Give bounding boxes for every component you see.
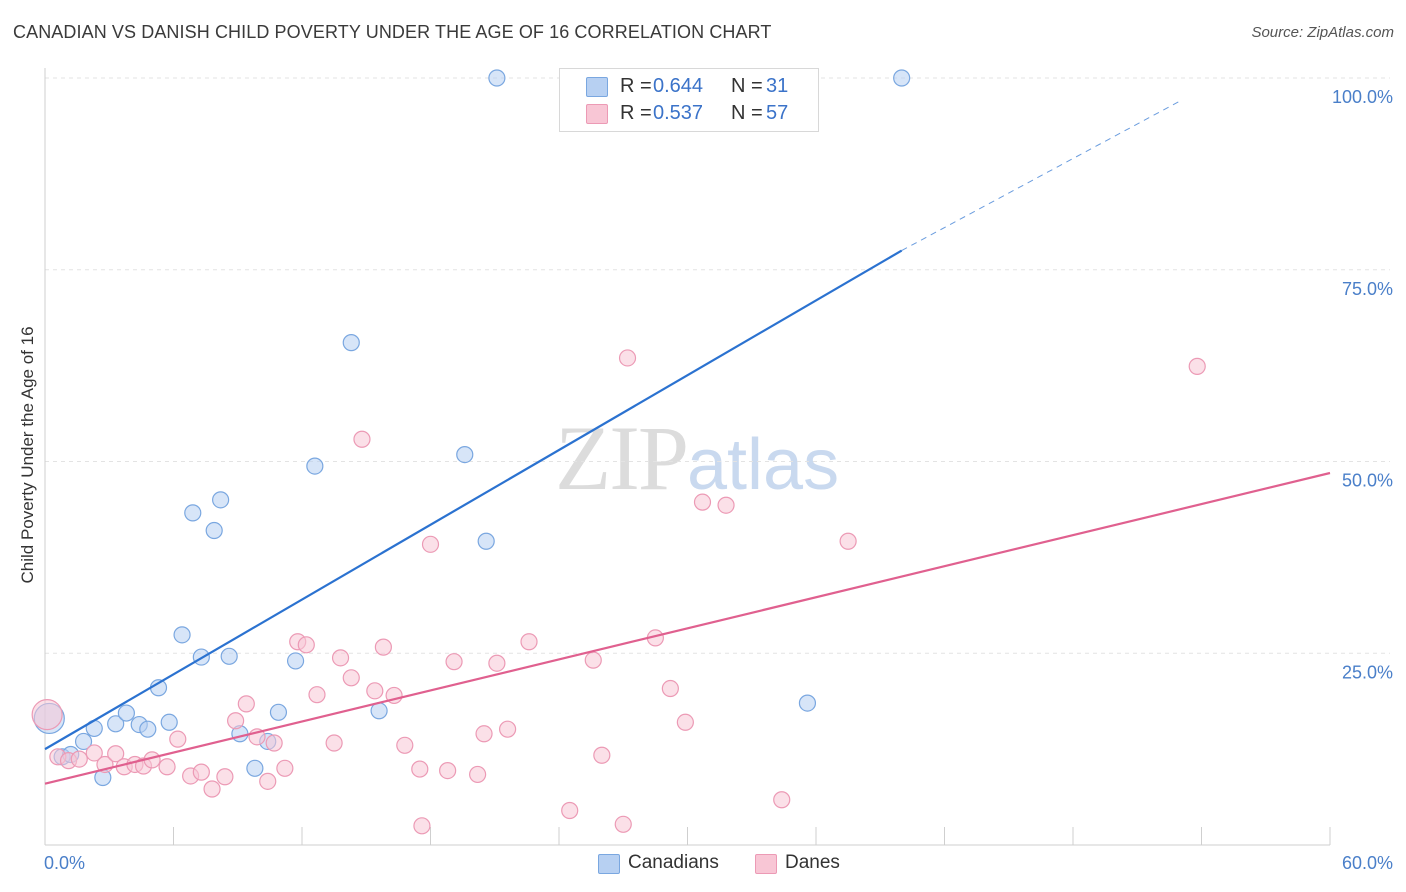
point-danes [413,817,431,835]
bottom-legend-label-canadians: Canadians [628,852,719,873]
point-danes [411,760,429,778]
point-danes [520,633,538,651]
point-danes [773,791,791,809]
point-danes [499,720,517,738]
point-danes [439,762,457,780]
point-canadians [184,504,202,522]
point-danes [276,759,294,777]
y-tick-label: 50.0% [1342,471,1393,491]
point-canadians [212,491,230,509]
point-danes [85,744,103,762]
point-canadians [246,759,264,777]
point-danes [561,801,579,820]
point-danes [593,746,611,764]
point-danes [839,532,857,550]
point-danes [203,780,221,798]
x-tick-label: 0.0% [44,853,85,873]
point-danes [469,765,487,784]
point-danes [584,651,602,669]
trendline-canadians [44,249,903,751]
point-canadians [117,704,135,722]
bottom-legend-label-danes: Danes [785,852,840,873]
legend-n-label: N = [731,102,763,124]
point-danes [396,736,414,754]
point-danes [227,712,245,730]
point-danes [618,349,637,367]
legend: R = 0.644 N = 31 R = 0.537 N = 57 [559,68,819,132]
point-danes [614,815,632,833]
point-danes [70,750,88,768]
point-danes [192,763,210,781]
point-canadians [139,720,157,738]
chart-title: CANADIAN VS DANISH CHILD POVERTY UNDER T… [13,22,772,42]
point-canadians [205,521,223,540]
point-canadians [342,334,360,352]
legend-r-value: 0.537 [653,102,704,124]
point-danes [421,535,440,553]
point-canadians [306,457,324,475]
watermark: ZIPatlas [555,405,839,511]
point-danes [661,679,679,698]
legend-swatch-canadians [586,77,608,97]
bottom-legend-swatch-danes [755,854,777,874]
point-danes [1188,357,1206,375]
point-danes [216,768,234,786]
point-danes [445,653,463,671]
y-tick-label: 25.0% [1342,662,1393,682]
point-danes [331,649,350,667]
legend-n-label: N = [731,75,763,97]
trendline-danes [44,471,1331,785]
point-canadians [477,532,495,550]
point-danes [325,734,343,752]
trendline-extension-canadians [901,100,1181,252]
point-danes [676,713,694,731]
legend-r-value: 0.644 [653,75,704,97]
point-danes [717,496,735,514]
point-canadians [893,69,911,87]
point-canadians [269,703,288,721]
point-danes [488,654,506,672]
point-danes [31,699,63,731]
y-tick-label: 100.0% [1332,87,1393,107]
y-tick-label: 75.0% [1342,279,1393,299]
point-canadians [74,732,93,751]
legend-swatch-danes [586,104,608,124]
watermark-atlas: atlas [687,425,840,505]
point-danes [353,430,371,448]
point-canadians [160,713,178,731]
point-danes [259,772,277,790]
point-danes [308,686,326,704]
point-danes [374,638,392,656]
point-danes [265,734,283,752]
bottom-legend-swatch-canadians [598,854,620,874]
point-canadians [286,652,305,670]
legend-n-value: 31 [766,75,789,97]
point-danes [342,669,360,687]
point-danes [693,493,712,511]
point-danes [107,745,125,763]
point-danes [366,682,384,700]
point-canadians [107,715,125,733]
point-danes [158,758,176,776]
legend-n-value: 57 [766,102,789,124]
point-danes [297,636,315,654]
point-canadians [488,69,506,87]
point-danes [237,695,255,713]
legend-r-label: R = [620,75,652,97]
point-danes [169,730,187,748]
source-label: Source: ZipAtlas.com [1251,24,1394,41]
point-canadians [173,626,191,644]
point-canadians [798,694,817,712]
x-tick-label: 60.0% [1342,853,1393,873]
point-canadians [220,647,238,665]
legend-r-label: R = [620,102,652,124]
point-canadians [456,445,474,464]
point-danes [475,725,493,743]
watermark-zip: ZIP [555,407,689,509]
